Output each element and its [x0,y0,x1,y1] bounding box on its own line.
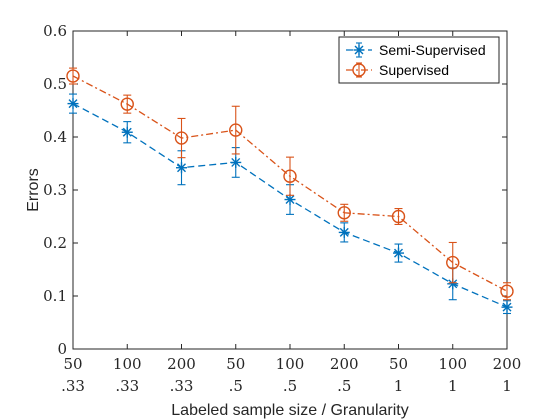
x-tick-label-granularity: .33 [170,377,194,395]
y-tick-label: 0 [57,340,67,358]
series-line [72,75,508,292]
error-bar [231,105,240,155]
data-point [338,226,350,238]
x-tick-label-size: 50 [226,355,245,373]
data-point [121,126,133,138]
legend: Semi-Supervised Supervised [338,36,500,84]
x-tick-label-granularity: 1 [394,377,404,395]
legend-marker [353,44,365,56]
x-tick-label-size: 200 [167,355,196,373]
legend-box [338,36,500,84]
legend-entry: Supervised [346,62,449,78]
data-point [230,156,242,168]
x-axis-ticks: 50 .33 100 .33 200 .33 50 .5 100 .5 200 .5 50 1 100 1 20… [61,31,521,395]
data-point [500,284,514,298]
x-tick-label-granularity: .5 [337,377,351,395]
x-tick-label-size: 100 [438,355,467,373]
x-tick-label-size: 200 [493,355,522,373]
legend-marker [352,63,366,77]
series-semi-supervised [67,93,513,315]
series-supervised [66,67,514,301]
legend-error-bar [356,62,362,78]
data-point [391,209,406,224]
x-axis-label: Labeled sample size / Granularity [171,402,408,419]
legend-entry: Semi-Supervised [346,42,486,58]
y-tick-label: 0.1 [43,287,67,305]
x-tick-label-size: 100 [276,355,305,373]
y-tick-label: 0.6 [43,22,67,40]
data-point [283,169,297,183]
x-tick-label-granularity: 1 [448,377,458,395]
data-point [229,123,243,137]
legend-label: Semi-Supervised [379,42,486,58]
data-point [120,97,134,111]
y-axis-ticks: 0 0.1 0.2 0.3 0.4 0.5 0.6 [43,22,507,358]
y-axis-label: Errors [25,168,42,212]
x-tick-label-granularity: 1 [502,377,512,395]
data-point [176,162,187,174]
data-point [284,194,296,206]
x-tick-label-size: 200 [330,355,359,373]
y-tick-label: 0.5 [43,75,67,93]
x-tick-label-granularity: .5 [283,377,297,395]
x-tick-label-size: 50 [63,355,82,373]
x-tick-label-size: 100 [113,355,142,373]
x-tick-label-granularity: .33 [61,377,85,395]
y-tick-label: 0.3 [43,181,67,199]
data-point [501,301,513,313]
legend-label: Supervised [379,62,449,78]
data-point [446,255,460,270]
data-point [67,98,79,110]
data-point [174,131,189,145]
series-layer [66,67,514,315]
x-tick-label-granularity: .5 [229,377,243,395]
data-point [66,69,80,83]
data-point [393,247,404,259]
y-tick-label: 0.2 [43,234,67,252]
data-point [337,206,351,220]
x-tick-label-size: 50 [389,355,408,373]
y-tick-label: 0.4 [43,128,67,146]
x-tick-label-granularity: .33 [115,377,139,395]
error-bar [448,241,457,284]
